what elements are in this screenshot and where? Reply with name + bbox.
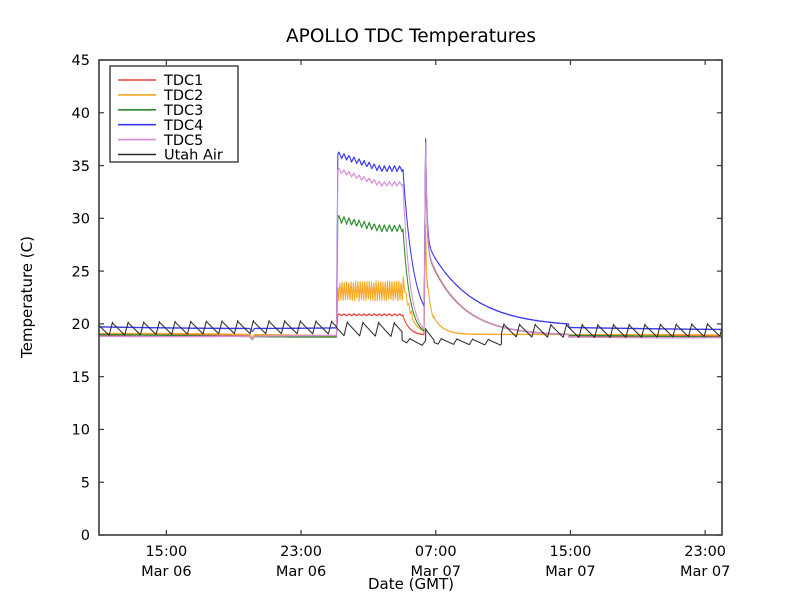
series-line-tdc5 [98, 142, 723, 340]
x-tick-date-label: Mar 06 [276, 564, 326, 580]
x-tick-time-label: 23:00 [684, 544, 726, 560]
axes-frame [98, 59, 723, 536]
x-tick-time-label: 23:00 [280, 544, 322, 560]
y-tick-label: 5 [81, 475, 90, 491]
legend-label-utah-air: Utah Air [164, 148, 223, 164]
x-tick-time-label: 07:00 [415, 544, 457, 560]
y-axis-ticks: 0 5 10 15 20 25 30 35 40 45 [72, 53, 722, 544]
x-tick-date-label: Mar 06 [141, 564, 191, 580]
x-tick-date-label: Mar 07 [545, 564, 595, 580]
y-tick-label: 30 [72, 212, 90, 228]
y-tick-label: 0 [81, 528, 90, 544]
legend-label-tdc2: TDC2 [163, 88, 203, 104]
y-tick-label: 20 [72, 317, 90, 333]
x-tick-date-label: Mar 07 [411, 564, 461, 580]
y-tick-label: 25 [72, 264, 90, 280]
series-line-utah-air [98, 319, 723, 346]
legend-frame [109, 65, 239, 163]
x-tick-date-label: Mar 07 [680, 564, 730, 580]
y-axis-title: Temperature (C) [18, 236, 36, 359]
series-group [98, 138, 723, 346]
series-line-tdc4 [98, 138, 723, 333]
legend-label-tdc1: TDC1 [163, 73, 203, 89]
x-tick-time-label: 15:00 [550, 544, 592, 560]
x-axis-title: Date (GMT) [368, 575, 454, 593]
x-axis-ticks: 15:00 Mar 06 23:00 Mar 06 07:00 Mar 07 15:00 Ma… [141, 60, 730, 580]
y-tick-label: 35 [72, 159, 90, 175]
y-tick-label: 15 [72, 370, 90, 386]
y-tick-label: 45 [72, 53, 90, 69]
y-tick-label: 40 [72, 106, 90, 122]
chart-title: APOLLO TDC Temperatures [286, 26, 536, 47]
legend-label-tdc4: TDC4 [163, 118, 203, 134]
x-tick-time-label: 15:00 [145, 544, 187, 560]
y-tick-label: 10 [72, 423, 90, 439]
legend-label-tdc3: TDC3 [163, 103, 203, 119]
legend-label-tdc5: TDC5 [163, 133, 203, 149]
